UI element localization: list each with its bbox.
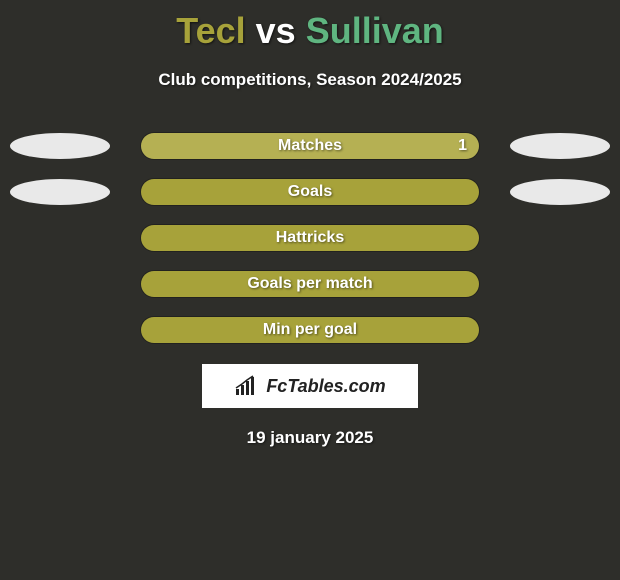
stat-label: Goals per match (141, 271, 479, 297)
stat-row: Hattricks (0, 224, 620, 252)
stat-value: 1 (458, 133, 467, 159)
subtitle: Club competitions, Season 2024/2025 (158, 70, 461, 90)
stat-bar: Matches1 (140, 132, 480, 160)
left-ellipse (10, 133, 110, 159)
right-ellipse (510, 179, 610, 205)
date-label: 19 january 2025 (247, 428, 374, 448)
stat-bar: Hattricks (140, 224, 480, 252)
stat-bar: Goals per match (140, 270, 480, 298)
stat-label: Min per goal (141, 317, 479, 343)
bars-chart-icon (234, 375, 260, 397)
title-player1: Tecl (176, 10, 245, 51)
stat-row: Matches1 (0, 132, 620, 160)
stat-label: Matches (141, 133, 479, 159)
stat-row: Min per goal (0, 316, 620, 344)
logo-text: FcTables.com (266, 376, 385, 397)
stat-bar: Min per goal (140, 316, 480, 344)
stat-rows: Matches1 Goals Hattricks Goals per match Min… (0, 132, 620, 344)
title-player2: Sullivan (306, 10, 444, 51)
stat-label: Goals (141, 179, 479, 205)
left-ellipse (10, 179, 110, 205)
stat-label: Hattricks (141, 225, 479, 251)
right-ellipse (510, 133, 610, 159)
logo-box[interactable]: FcTables.com (202, 364, 418, 408)
stat-row: Goals per match (0, 270, 620, 298)
title-vs: vs (256, 10, 296, 51)
stat-row: Goals (0, 178, 620, 206)
stat-bar: Goals (140, 178, 480, 206)
comparison-widget: Tecl vs Sullivan Club competitions, Seas… (0, 0, 620, 448)
page-title: Tecl vs Sullivan (176, 10, 444, 52)
